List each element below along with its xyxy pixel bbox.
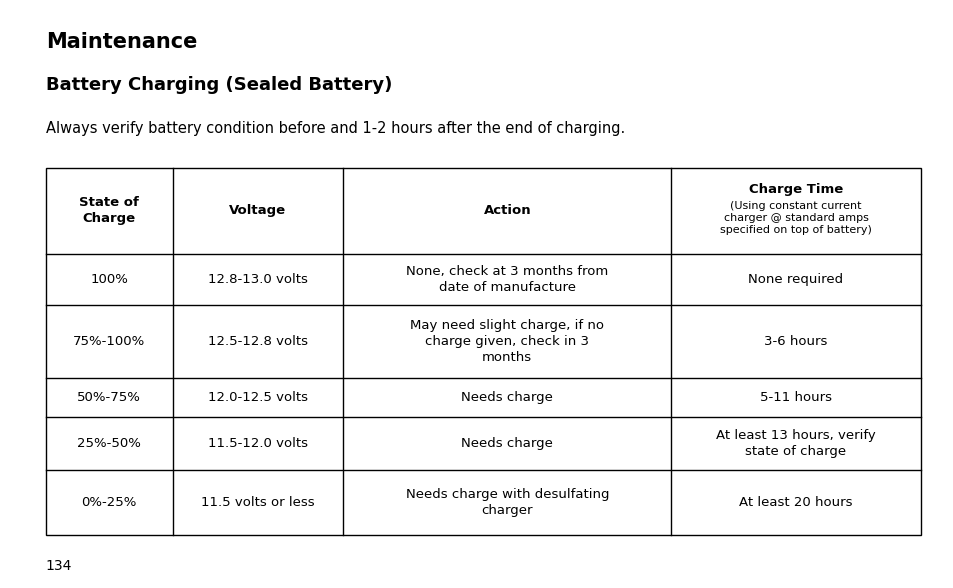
Text: 25%-50%: 25%-50% bbox=[77, 437, 141, 450]
Bar bbox=[46, 168, 920, 535]
Text: Battery Charging (Sealed Battery): Battery Charging (Sealed Battery) bbox=[46, 76, 392, 95]
Text: 11.5 volts or less: 11.5 volts or less bbox=[201, 496, 314, 509]
Text: 12.8-13.0 volts: 12.8-13.0 volts bbox=[208, 273, 308, 286]
Text: (Using constant current
charger @ standard amps
specified on top of battery): (Using constant current charger @ standa… bbox=[720, 201, 871, 235]
Text: 50%-75%: 50%-75% bbox=[77, 391, 141, 404]
Text: 3-6 hours: 3-6 hours bbox=[763, 335, 827, 348]
Text: 12.0-12.5 volts: 12.0-12.5 volts bbox=[208, 391, 308, 404]
Text: 0%-25%: 0%-25% bbox=[81, 496, 137, 509]
Text: Needs charge with desulfating
charger: Needs charge with desulfating charger bbox=[405, 488, 608, 517]
Text: 134: 134 bbox=[46, 559, 72, 573]
Text: Charge Time: Charge Time bbox=[748, 183, 842, 196]
Text: Action: Action bbox=[483, 204, 531, 218]
Text: None, check at 3 months from
date of manufacture: None, check at 3 months from date of man… bbox=[406, 265, 608, 294]
Text: At least 13 hours, verify
state of charge: At least 13 hours, verify state of charg… bbox=[716, 429, 875, 458]
Text: None required: None required bbox=[747, 273, 842, 286]
Text: 12.5-12.8 volts: 12.5-12.8 volts bbox=[208, 335, 308, 348]
Text: Always verify battery condition before and 1-2 hours after the end of charging.: Always verify battery condition before a… bbox=[46, 121, 624, 136]
Text: 11.5-12.0 volts: 11.5-12.0 volts bbox=[208, 437, 308, 450]
Text: Needs charge: Needs charge bbox=[461, 391, 553, 404]
Text: 75%-100%: 75%-100% bbox=[73, 335, 145, 348]
Text: State of
Charge: State of Charge bbox=[79, 196, 139, 225]
Text: Maintenance: Maintenance bbox=[46, 32, 197, 52]
Text: May need slight charge, if no
charge given, check in 3
months: May need slight charge, if no charge giv… bbox=[410, 319, 603, 364]
Text: 100%: 100% bbox=[91, 273, 128, 286]
Text: 5-11 hours: 5-11 hours bbox=[760, 391, 831, 404]
Text: Needs charge: Needs charge bbox=[461, 437, 553, 450]
Text: Voltage: Voltage bbox=[229, 204, 286, 218]
Text: At least 20 hours: At least 20 hours bbox=[739, 496, 852, 509]
